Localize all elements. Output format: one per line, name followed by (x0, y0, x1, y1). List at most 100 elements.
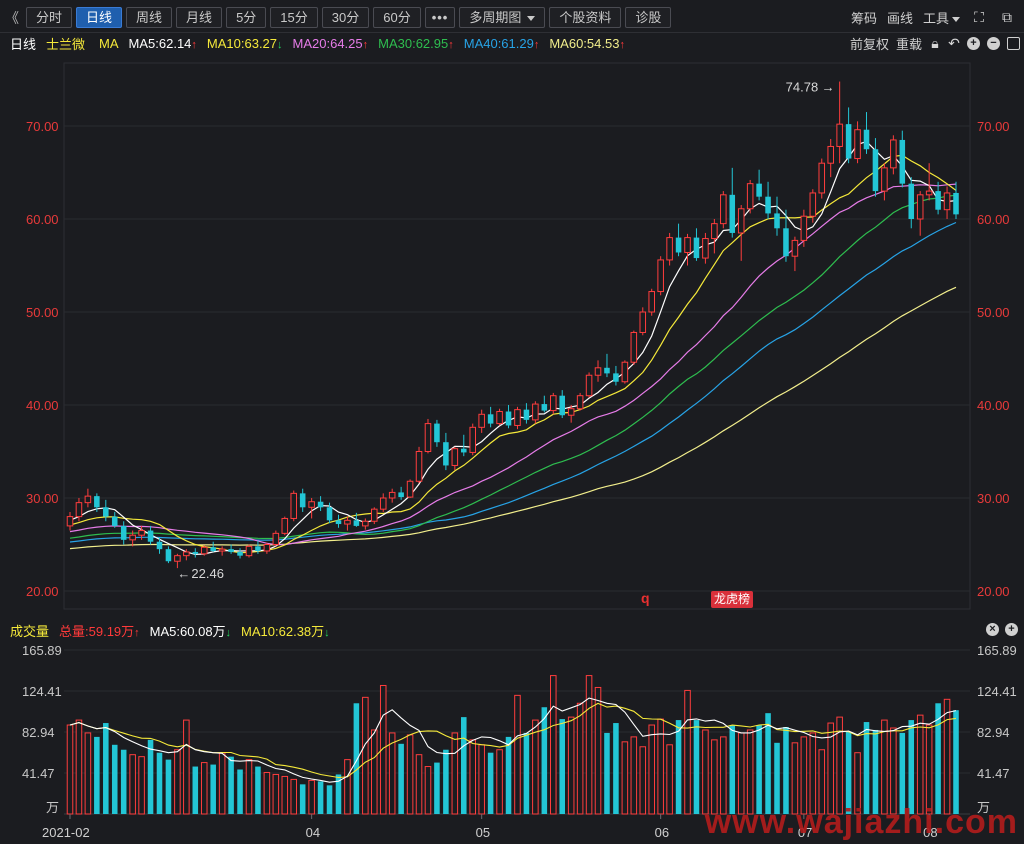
ma5-text: MA5:62.14 (128, 35, 192, 51)
volume-bar (809, 732, 817, 815)
price-chart[interactable]: 70.00 60.00 50.00 40.00 30.00 20.00 70.00 60.0… (0, 54, 1024, 620)
candle-body (541, 404, 548, 411)
candle-body (943, 192, 951, 211)
volume-bar (299, 784, 306, 814)
tab-monthly[interactable]: 月线 (176, 7, 223, 28)
candle-body (827, 145, 834, 164)
volume-bar (165, 759, 172, 814)
tab-daily[interactable]: 日线 (76, 7, 123, 28)
zoom-out-icon[interactable]: − (987, 36, 1000, 50)
window-icon[interactable]: ⧉ (1002, 9, 1012, 25)
volume-ma-lines (69, 697, 957, 783)
candle-body (183, 551, 190, 557)
volume-y-tick: 82.94 (22, 725, 55, 740)
tab-30min[interactable]: 30分 (321, 7, 370, 28)
volume-bar (388, 732, 396, 815)
candle-body (737, 208, 745, 234)
tab-weekly[interactable]: 周线 (126, 7, 173, 28)
price-y-tick: 70.00 (26, 119, 59, 134)
dragon-tiger-badge[interactable]: 龙虎榜 (711, 591, 754, 608)
volume-y-tick: 124.41 (22, 684, 62, 699)
more-periods-button[interactable]: ••• (424, 7, 456, 28)
candle-body (756, 183, 762, 197)
candle-body (398, 492, 404, 498)
arrow-up-icon: ↑ (191, 38, 197, 51)
stock-info-button[interactable]: 个股资料 (549, 7, 622, 28)
candle-body (666, 237, 673, 261)
maximize-icon[interactable] (1007, 36, 1020, 50)
ma60-line (69, 286, 957, 550)
volume-bar (702, 729, 709, 815)
candlesticks (66, 81, 959, 569)
ma-indicator-label[interactable]: MA (99, 35, 119, 51)
volume-bar (818, 749, 826, 815)
multi-period-dropdown[interactable]: 多周期图 (459, 7, 546, 28)
candle-body (746, 183, 754, 210)
ma20-value: MA20:64.25↑ (293, 36, 369, 51)
volume-y-tick: 41.47 (22, 766, 55, 781)
candle-body (255, 546, 261, 552)
zoom-in-icon[interactable]: + (967, 36, 980, 50)
lock-icon[interactable]: 🔒︎ (931, 34, 939, 51)
close-icon[interactable]: × (986, 623, 999, 636)
reload-button[interactable]: 重载 (895, 36, 922, 52)
draw-line-button[interactable]: 画线 (886, 11, 913, 26)
forward-adjust-button[interactable]: 前复权 (849, 36, 889, 52)
tab-intraday[interactable]: 分时 (26, 7, 73, 28)
price-plot-frame (63, 62, 971, 610)
volume-chart[interactable]: 165.89 124.41 82.94 41.47 万 165.89 124.4… (0, 640, 1024, 844)
candle-body (585, 374, 593, 397)
volume-title[interactable]: 成交量 (10, 623, 50, 639)
candle-body (604, 367, 610, 374)
candle-body (657, 259, 664, 293)
date-tick: 05 (476, 825, 490, 840)
candle-body (935, 191, 941, 210)
candle-body (630, 331, 638, 363)
price-y-tick: 60.00 (26, 212, 59, 227)
volume-bar (461, 717, 467, 814)
tab-15min[interactable]: 15分 (270, 7, 318, 28)
volume-bar (138, 756, 145, 815)
volume-bar (737, 732, 745, 815)
candle-body (388, 491, 396, 499)
candle-body (451, 448, 459, 466)
tab-5min[interactable]: 5分 (226, 7, 267, 28)
candle-body (783, 228, 789, 257)
candle-body (424, 423, 432, 453)
volume-bar (916, 714, 924, 815)
volume-bar (621, 741, 629, 815)
volume-bar (326, 785, 333, 814)
ma5-value: MA5:62.14↑ (129, 36, 197, 51)
chips-button[interactable]: 筹码 (850, 11, 877, 26)
date-tick: 07 (798, 825, 812, 840)
candle-body (916, 194, 924, 220)
diagnose-button[interactable]: 诊股 (625, 7, 672, 28)
price-y-axis-right: 70.00 60.00 50.00 40.00 30.00 20.00 (977, 119, 1010, 599)
ma60-text: MA60:54.53 (549, 35, 620, 51)
add-indicator-icon[interactable]: + (1005, 623, 1018, 636)
event-marker-q[interactable]: q (641, 590, 650, 606)
volume-bar (434, 762, 440, 814)
stock-name[interactable]: 士兰微 (46, 36, 86, 52)
volume-bar (639, 746, 647, 815)
volume-bar (585, 675, 593, 815)
undo-icon[interactable]: ↶ (948, 34, 960, 51)
volume-bar (881, 719, 888, 815)
arrow-down-icon: ↓ (277, 38, 283, 51)
fullscreen-icon[interactable]: ⛶ (974, 9, 984, 25)
candle-body (693, 237, 700, 259)
candle-body (66, 516, 74, 527)
volume-bar (218, 752, 226, 815)
candle-body (925, 190, 933, 196)
candle-body (523, 409, 530, 420)
candle-body (899, 139, 906, 184)
ma30-text: MA30:62.95 (378, 35, 449, 51)
candle-body (675, 237, 682, 253)
collapse-icon[interactable]: 《 (5, 9, 19, 26)
tools-dropdown[interactable]: 工具 (923, 8, 960, 27)
tab-60min[interactable]: 60分 (373, 7, 421, 28)
high-price-annotation: 74.78 (786, 80, 819, 95)
price-y-tick: 50.00 (26, 305, 59, 320)
ma30-line (69, 194, 957, 540)
candle-body (147, 530, 154, 542)
